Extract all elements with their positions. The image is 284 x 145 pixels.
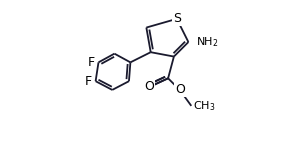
Text: CH$_3$: CH$_3$	[193, 99, 215, 113]
Text: NH$_2$: NH$_2$	[196, 35, 219, 49]
Text: O: O	[175, 83, 185, 96]
Text: F: F	[88, 56, 95, 69]
Text: O: O	[144, 80, 154, 94]
Text: S: S	[173, 12, 181, 25]
Text: F: F	[85, 75, 92, 88]
